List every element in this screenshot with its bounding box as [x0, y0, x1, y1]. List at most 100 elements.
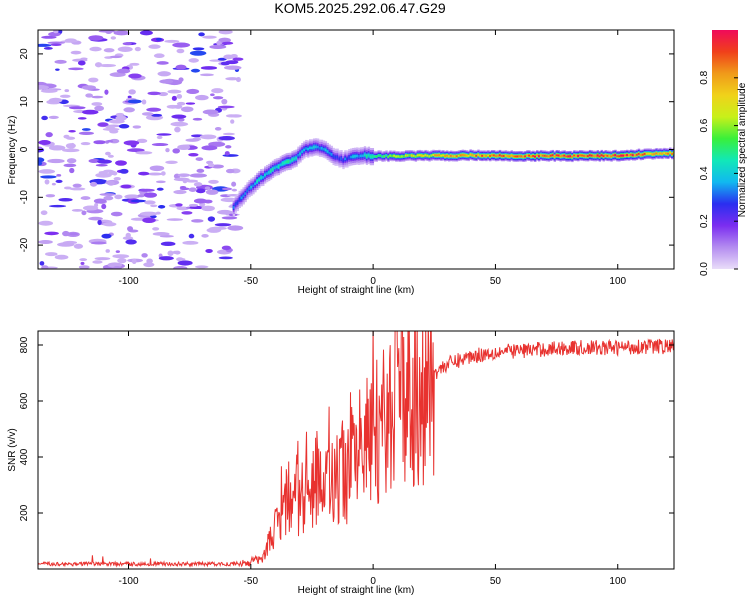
spectrogram-ridge-cell	[500, 154, 504, 157]
spectrogram-ridge-cell	[622, 154, 625, 157]
spectrogram-ridge-cell	[671, 152, 674, 155]
spectrogram-noise-cell	[188, 153, 199, 157]
spectrogram-ridge-cell	[514, 155, 517, 158]
spectrogram-ridge-cell	[532, 154, 535, 157]
spectrogram-ridge-cell	[459, 154, 463, 157]
spectrogram-ridge-cell	[406, 154, 410, 157]
spectrogram-noise-cell	[60, 40, 78, 43]
spectrogram-ridge-cell	[567, 155, 570, 158]
spectrogram-ridge-cell	[248, 187, 251, 190]
spectrogram-ridge-cell	[252, 184, 255, 188]
spectrogram-noise-cell	[181, 211, 193, 215]
spectrogram-noise-cell	[80, 261, 85, 266]
spectrogram-noise-cell	[45, 252, 58, 257]
spectrogram-ridge-cell	[669, 151, 672, 154]
spectrogram-ridge-cell	[659, 152, 662, 155]
x-tick-label: 50	[490, 576, 502, 587]
spectrogram-ridge-cell	[469, 153, 472, 156]
y-tick-label: 10	[19, 96, 30, 108]
spectrogram-ridge-cell	[586, 155, 590, 158]
spectrogram-noise-cell	[127, 95, 132, 99]
spectrogram-noise-cell	[185, 179, 199, 183]
spectrogram-noise-cell	[88, 216, 103, 221]
spectrogram-ridge-cell	[414, 155, 418, 158]
spectrogram-ridge-cell	[573, 154, 576, 157]
spectrogram-ridge-cell	[626, 154, 629, 157]
spectrogram-noise-cell	[101, 203, 107, 210]
spectrogram-noise-cell	[69, 232, 79, 236]
spectrogram-ridge-cell	[639, 153, 643, 156]
spectrogram-ridge-cell	[371, 155, 375, 158]
spectrogram-ridge-cell	[428, 155, 431, 158]
spectrogram-ridge-cell	[610, 155, 613, 158]
spectrogram-ridge-cell	[318, 146, 322, 150]
spectrogram-y-label: Frequency (Hz)	[7, 116, 18, 185]
spectrogram-noise-cell	[105, 151, 111, 156]
spectrogram-ridge-cell	[365, 154, 369, 158]
spectrogram-noise-cell	[157, 204, 166, 209]
spectrogram-ridge-cell	[641, 153, 645, 156]
spectrogram-ridge-cell	[606, 154, 609, 157]
spectrogram-ridge-cell	[326, 150, 330, 153]
spectrogram-ridge-cell	[569, 155, 572, 158]
spectrogram-noise-cell	[165, 148, 170, 153]
spectrogram-noise-cell	[173, 190, 187, 195]
spectrogram-ridge-cell	[393, 154, 396, 157]
spectrogram-noise-cell	[152, 232, 170, 236]
spectrogram-ridge-cell	[287, 160, 290, 163]
spectrogram-noise-cell	[155, 37, 162, 41]
spectrogram-noise-cell	[155, 180, 166, 184]
spectrogram-noise-cell	[229, 114, 242, 118]
spectrogram-noise-cell	[85, 93, 93, 98]
spectrogram-noise-cell	[97, 219, 102, 226]
spectrogram-ridge-cell	[244, 192, 247, 195]
spectrogram-ridge-cell	[633, 154, 637, 157]
spectrogram-noise-cell	[94, 62, 103, 68]
spectrogram-noise-cell	[232, 57, 244, 61]
spectrogram-ridge-cell	[467, 154, 470, 157]
spectrogram-noise-cell	[139, 211, 158, 216]
spectrogram-ridge-cell	[250, 185, 253, 189]
spectrogram-noise-cell	[80, 142, 91, 146]
spectrogram-noise-cell	[38, 157, 45, 163]
spectrogram-ridge-cell	[547, 155, 551, 158]
spectrogram-noise-cell	[62, 230, 70, 237]
spectrogram-noise-cell	[47, 158, 65, 164]
spectrogram-ridge-cell	[344, 157, 347, 161]
spectrogram-noise-cell	[77, 60, 86, 66]
spectrogram-ridge-cell	[518, 155, 521, 158]
spectrogram-noise-cell	[112, 254, 130, 259]
spectrogram-noise-cell	[81, 85, 96, 90]
spectrogram-ridge-cell	[471, 154, 474, 157]
spectrogram-noise-cell	[177, 173, 191, 177]
spectrogram-ridge-cell	[299, 152, 302, 156]
colorbar-tick-label: 0.0	[699, 262, 710, 276]
spectrogram-ridge-cell	[440, 154, 443, 157]
spectrogram-noise-cell	[142, 217, 156, 224]
spectrogram-noise-cell	[109, 138, 120, 144]
spectrogram-ridge-cell	[543, 154, 547, 157]
spectrogram-ridge-cell	[338, 157, 341, 161]
spectrogram-noise-cell	[191, 219, 204, 223]
colorbar: 0.0 0.2 0.4 0.6 0.8 Normalized spectral ampl…	[699, 30, 748, 276]
spectrogram-noise-cell	[218, 30, 233, 35]
spectrogram-noise-cell	[89, 46, 102, 52]
spectrogram-noise-cell	[216, 209, 233, 215]
spectrogram-noise-cell	[81, 128, 91, 131]
spectrogram-noise-cell	[108, 119, 125, 124]
spectrogram-noise-cell	[181, 106, 194, 113]
spectrogram-ridge-cell	[629, 153, 633, 156]
spectrogram-ridge-cell	[303, 148, 306, 152]
spectrogram-noise-cell	[90, 241, 107, 245]
spectrogram-noise-cell	[117, 257, 127, 264]
spectrogram-noise-cell	[113, 177, 121, 181]
spectrogram-ridge-cell	[391, 154, 394, 157]
spectrogram-noise-cell	[195, 94, 209, 101]
spectrogram-noise-cell	[207, 216, 216, 222]
spectrogram-ridge-cell	[352, 155, 355, 158]
snr-panel: -100 -50 0 50 100 200 400 600 800 Height of str…	[7, 330, 675, 596]
spectrogram-noise-cell	[141, 112, 154, 116]
spectrogram-noise-cell	[81, 210, 87, 216]
spectrogram-noise-cell	[41, 35, 57, 39]
spectrogram-noise-cell	[141, 253, 148, 258]
